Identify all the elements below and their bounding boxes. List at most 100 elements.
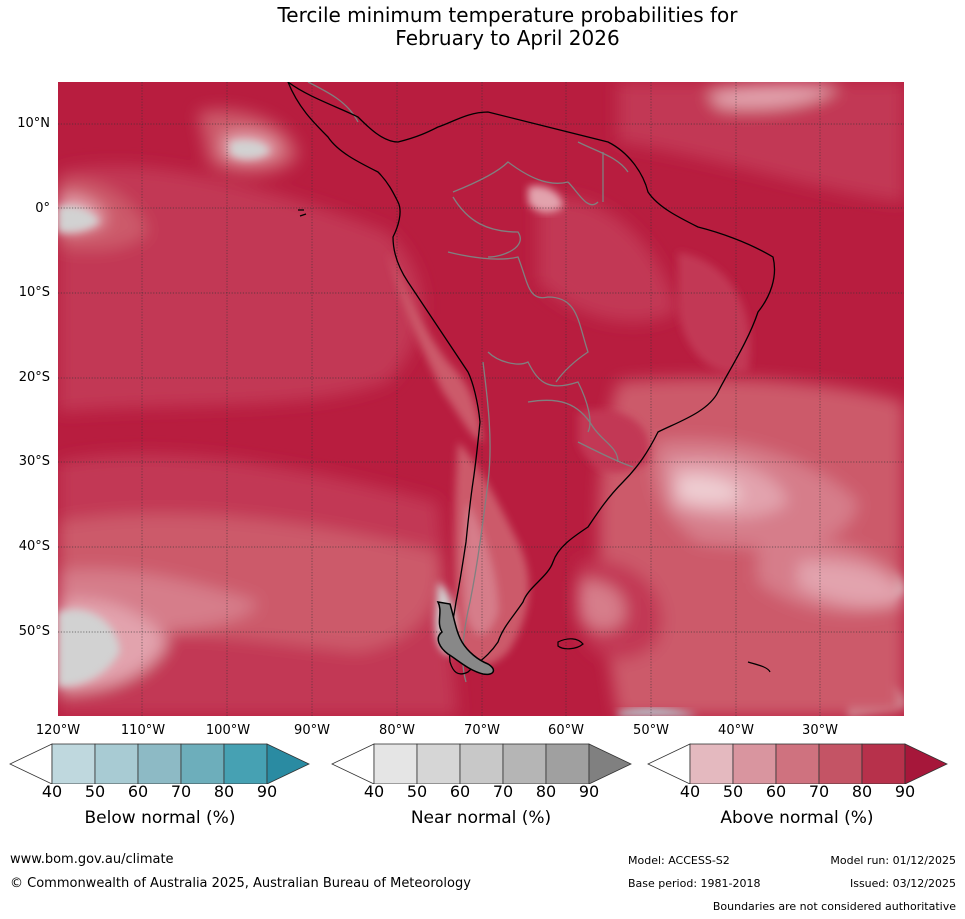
border-colombia-peru [452,196,521,258]
colorbar-below-label: Below normal (%) [84,808,236,828]
colorbar-above-low-end [647,743,691,784]
field-near-normal-tropics [528,185,563,213]
footer-issued: Issued: 03/12/2025 [849,877,956,890]
border-central-america [307,82,359,123]
colorbar-above-70-80 [818,743,863,784]
lon-label-120w: 120°W [35,723,81,738]
border-guianas [567,141,629,206]
colorbar-above [647,743,948,784]
title-line-2: February to April 2026 [395,26,620,50]
below-tick-70: 70 [170,782,192,801]
colorbar-near [331,743,632,784]
lat-label-40s: 40°S [18,539,50,554]
colorbar-below-high-end [266,743,310,784]
below-tick-60: 60 [127,782,149,801]
lon-label-90w: 90°W [294,723,330,738]
above-tick-80: 80 [851,782,873,801]
lon-label-60w: 60°W [548,723,584,738]
field-land-brazil-south [578,409,650,473]
near-tick-90: 90 [578,782,600,801]
lat-label-30s: 30°S [18,454,50,469]
lat-label-0: 0° [35,201,50,216]
colorbar-below-40-50 [51,743,96,784]
colorbar-above-label: Above normal (%) [720,808,874,828]
country-borders [307,82,634,683]
field-below-normal [618,708,698,716]
colorbar-below-60-70 [137,743,182,784]
above-tick-90: 90 [894,782,916,801]
footer-website: www.bom.gov.au/climate [10,852,174,867]
below-tick-40: 40 [41,782,63,801]
near-tick-60: 60 [449,782,471,801]
border-chile-argentina [462,361,491,683]
above-tick-50: 50 [722,782,744,801]
map-canvas [58,82,904,716]
border-peru-brazil [447,251,589,383]
field-zone-atlantic-e [678,475,743,504]
colorbar-near-40-50 [373,743,418,784]
field-zone-atlantic-l [578,581,625,631]
lon-label-50w: 50°W [633,723,669,738]
forecast-map [58,82,904,716]
colorbar-near-low-end [331,743,375,784]
footer-model: Model: ACCESS-S2 [628,854,730,867]
footer-model-run: Model run: 01/12/2025 [830,854,956,867]
graticule [58,82,904,716]
border-paraguay [527,399,619,463]
south-america-coastline [287,82,776,675]
colorbar-above-high-end [904,743,948,784]
colorbar-below-low-end [9,743,53,784]
field-land-andes [388,252,483,442]
footer-copyright: © Commonwealth of Australia 2025, Austra… [10,876,471,891]
field-zone-atlantic-g [798,561,904,607]
above-tick-70: 70 [808,782,830,801]
falkland-islands [557,638,584,650]
colorbar-below-50-60 [94,743,139,784]
title-line-1: Tercile minimum temperature probabilitie… [277,3,738,27]
colorbar-near-80-90 [545,743,590,784]
lon-label-110w: 110°W [120,723,166,738]
field-zone-pacific-j [78,295,358,375]
field-zone-atlantic-h [538,197,678,322]
tierra-del-fuego-coast [436,601,495,676]
above-tick-60: 60 [765,782,787,801]
near-tick-50: 50 [406,782,428,801]
colorbar-above-40-50 [689,743,734,784]
below-tick-80: 80 [213,782,235,801]
field-near-normal-c [58,609,120,687]
lat-label-10s: 10°S [18,285,50,300]
field-zone-atlantic-j [708,83,838,109]
lat-label-10n: 10°N [17,116,50,131]
lon-label-80w: 80°W [379,723,415,738]
colorbars [9,743,948,784]
field-near-normal-a [58,205,100,233]
field-land-brazil-east [678,252,751,374]
lon-label-100w: 100°W [205,723,251,738]
field-atlantic [538,82,904,716]
colorbar-below [9,743,310,784]
lat-label-50s: 50°S [18,624,50,639]
galapagos-islands [298,209,307,217]
colorbar-near-high-end [588,743,632,784]
below-tick-90: 90 [256,782,278,801]
map-title: Tercile minimum temperature probabilitie… [0,4,965,50]
colorbar-near-label: Near normal (%) [410,808,552,828]
colorbar-above-80-90 [861,743,906,784]
near-tick-70: 70 [492,782,514,801]
border-bolivia [487,351,591,433]
border-colombia-venezuela [452,161,569,193]
islands [298,209,771,673]
field-land-patagonia [463,502,498,635]
near-tick-80: 80 [535,782,557,801]
near-tick-40: 40 [363,782,385,801]
above-tick-40: 40 [679,782,701,801]
lon-label-40w: 40°W [718,723,754,738]
border-uruguay [577,441,634,468]
field-land [388,252,751,666]
colorbar-above-60-70 [775,743,820,784]
colorbar-near-60-70 [459,743,504,784]
lon-label-30w: 30°W [802,723,838,738]
field-zone-atlantic-i [698,104,904,165]
south-georgia [747,661,771,673]
below-tick-50: 50 [84,782,106,801]
